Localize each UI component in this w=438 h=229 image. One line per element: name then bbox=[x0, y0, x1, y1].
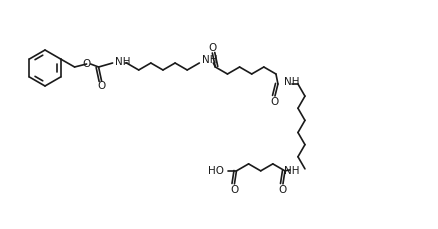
Text: HO: HO bbox=[208, 166, 224, 176]
Text: O: O bbox=[270, 97, 279, 107]
Text: O: O bbox=[97, 81, 106, 91]
Text: NH: NH bbox=[284, 166, 299, 176]
Text: NH: NH bbox=[283, 77, 299, 87]
Text: O: O bbox=[208, 43, 216, 53]
Text: NH: NH bbox=[202, 55, 217, 65]
Text: O: O bbox=[278, 185, 286, 195]
Text: NH: NH bbox=[114, 57, 130, 67]
Text: O: O bbox=[230, 185, 238, 195]
Text: O: O bbox=[82, 59, 91, 69]
